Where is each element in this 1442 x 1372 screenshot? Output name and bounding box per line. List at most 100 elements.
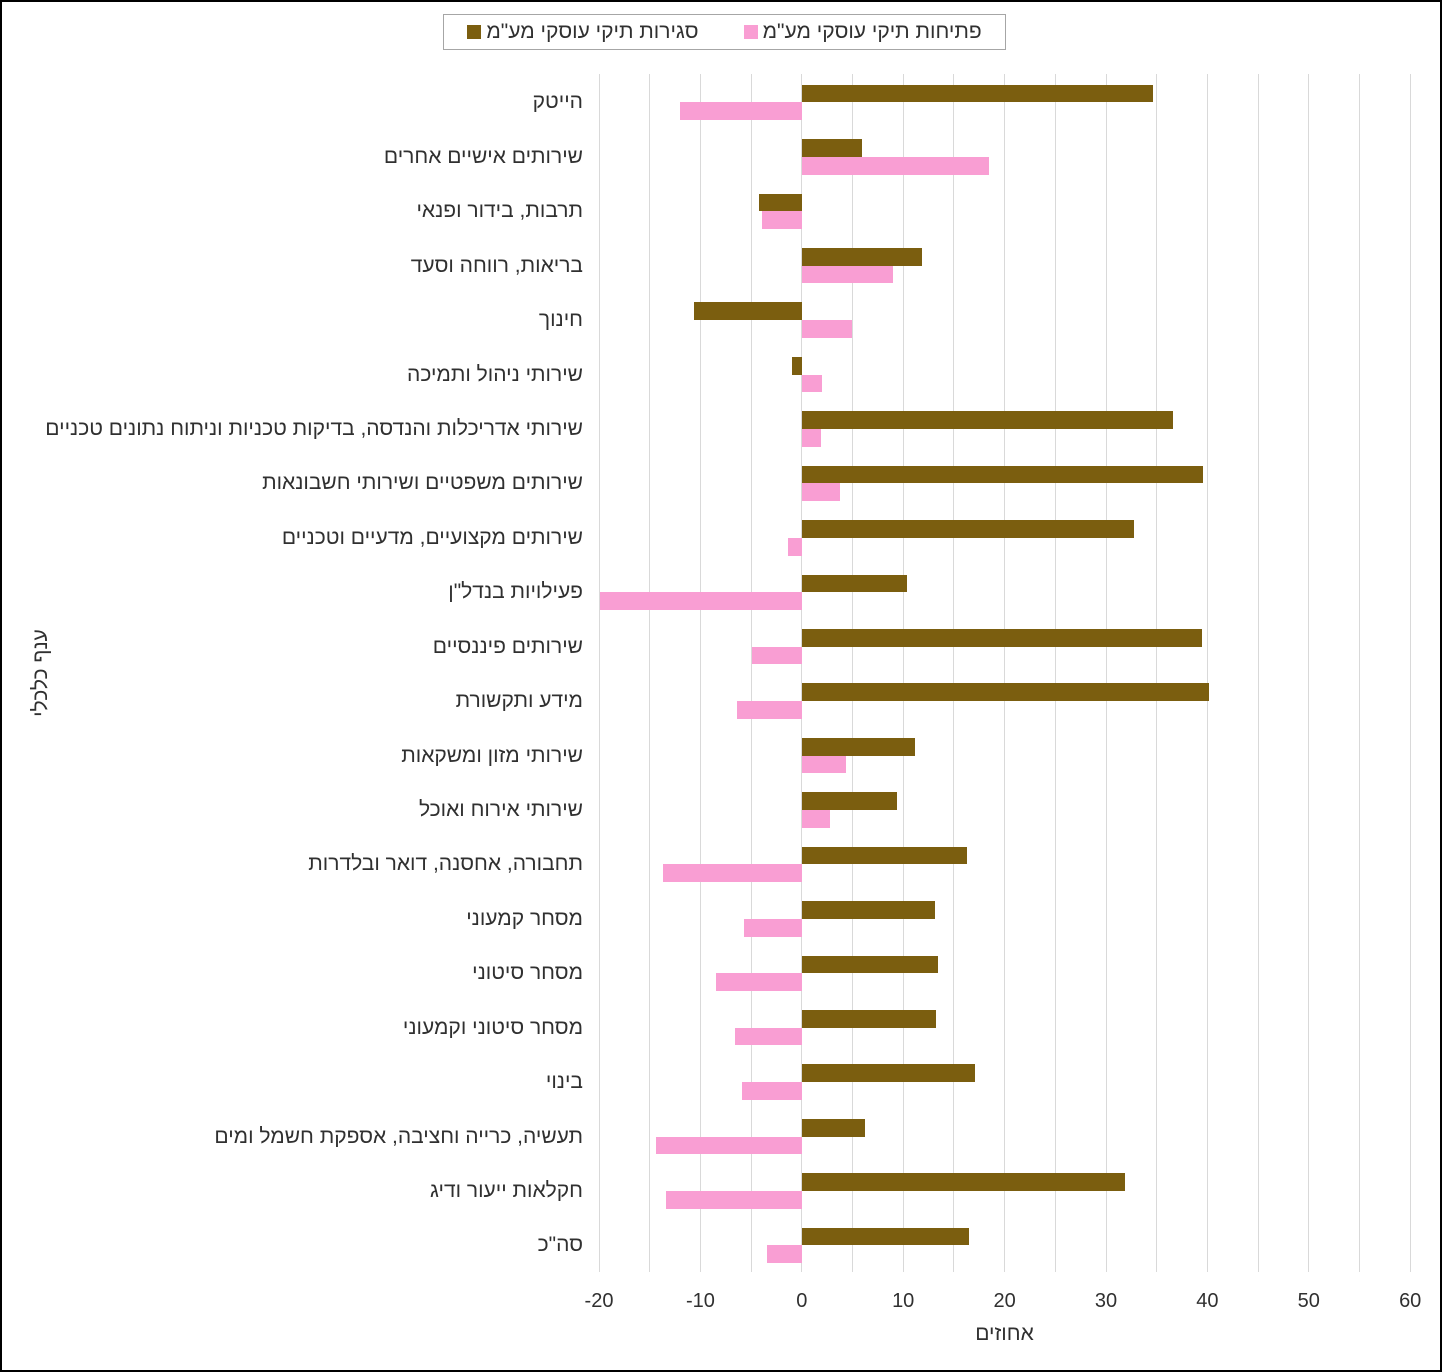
x-axis-title: אחוזים (975, 1322, 1034, 1345)
bar-closings (801, 1227, 970, 1246)
bar-openings (762, 211, 802, 229)
category-label: שירותי ניהול ותמיכה (407, 362, 583, 386)
bar-openings (801, 810, 831, 828)
category-label: שירותים מקצועיים, מדעיים וטכניים (281, 525, 583, 549)
x-tick-label: -20 (584, 1289, 614, 1312)
gridline (1206, 74, 1208, 1272)
legend-swatch-openings-icon (743, 25, 758, 39)
bar-openings (787, 537, 802, 556)
bar-openings (734, 1027, 802, 1046)
x-tick-label: 10 (892, 1289, 915, 1312)
gridline (1409, 74, 1411, 1272)
bar-closings (801, 1010, 936, 1028)
bar-closings (801, 901, 935, 919)
bar-openings (801, 156, 990, 175)
gridline (902, 74, 904, 1272)
legend-label-openings: פתיחות תיקי עוסקי מע"מ (762, 20, 982, 43)
gridline (1359, 74, 1360, 1272)
bar-closings (801, 1064, 976, 1083)
category-label: תרבות, בידור ופנאי (416, 199, 583, 223)
gridline (1004, 74, 1006, 1272)
bar-closings (801, 955, 938, 974)
category-label: תחבורה, אחסנה, דואר ובלדרות (308, 852, 583, 876)
category-label: סה"כ (537, 1233, 583, 1257)
x-tick-label: 30 (1094, 1289, 1118, 1312)
category-label: מידע ותקשורת (455, 689, 583, 713)
x-tick-label: 40 (1196, 1289, 1219, 1312)
bar-openings (752, 646, 802, 665)
category-label: שירותי מזון ומשקאות (401, 743, 583, 767)
gridline (1156, 74, 1158, 1272)
bar-closings (801, 629, 1203, 647)
category-label: חינוך (538, 308, 583, 332)
bar-closings (801, 1118, 865, 1137)
x-tick-label: 20 (993, 1289, 1016, 1312)
category-label: בינוי (545, 1070, 583, 1094)
bar-closings (801, 683, 1210, 702)
bar-openings (662, 864, 802, 883)
bar-closings (801, 792, 898, 811)
gridline (750, 74, 752, 1272)
bar-openings (600, 592, 802, 610)
legend-item-openings: פתיחות תיקי עוסקי מע"מ (743, 20, 982, 44)
category-label: שירותים אישיים אחרים (383, 144, 583, 168)
category-label: מסחר קמעוני (466, 906, 583, 930)
gridline (953, 74, 955, 1272)
gridline (598, 74, 600, 1272)
category-label: בריאות, רווחה וסעד (410, 253, 583, 277)
bar-openings (801, 374, 823, 393)
legend-label-closings: סגירות תיקי עוסקי מע"מ (486, 20, 699, 43)
bar-openings (801, 320, 853, 338)
category-label: שירותי אירוח ואוכל (418, 798, 583, 822)
gridline (1105, 74, 1107, 1272)
category-label: שירותים פיננסיים (432, 634, 583, 658)
bar-closings (791, 356, 802, 375)
bar-closings (801, 846, 968, 865)
bar-openings (767, 1245, 802, 1264)
bar-openings (741, 1082, 802, 1100)
bar-openings (715, 973, 802, 991)
category-label: מסחר סיטוני (472, 961, 583, 985)
x-tick-label: 0 (796, 1289, 808, 1312)
category-label: שירותים משפטיים ושירותי חשבונאות (262, 471, 583, 495)
x-tick-label: -10 (685, 1289, 715, 1312)
bar-openings (665, 1191, 802, 1209)
bar-closings (801, 84, 1153, 103)
bar-openings (801, 755, 847, 774)
bar-closings (801, 520, 1135, 538)
x-tick-label: 50 (1297, 1289, 1320, 1312)
legend: פתיחות תיקי עוסקי מע"מ סגירות תיקי עוסקי… (443, 14, 1006, 50)
bar-openings (736, 701, 802, 719)
bar-closings (801, 465, 1204, 484)
category-label: תעשיה, כרייה וחציבה, אספקת חשמל ומים (214, 1124, 583, 1148)
bar-openings (655, 1136, 802, 1155)
category-label: מסחר סיטוני וקמעוני (402, 1015, 583, 1039)
bar-closings (801, 574, 908, 593)
y-axis-title: ענף כלכלי (29, 629, 52, 717)
x-tick-label: 60 (1399, 1289, 1422, 1312)
gridline (801, 74, 803, 1272)
gridline (1257, 74, 1259, 1272)
legend-item-closings: סגירות תיקי עוסקי מע"מ (467, 20, 699, 44)
category-label: פעילויות בנדל"ן (448, 580, 583, 604)
bar-closings (801, 139, 862, 157)
gridline (1054, 74, 1056, 1272)
bar-closings (801, 248, 923, 266)
bar-closings (759, 193, 802, 212)
bar-openings (801, 429, 822, 447)
gridline (852, 74, 853, 1272)
gridline (649, 74, 651, 1272)
bar-openings (744, 918, 802, 937)
legend-swatch-closings-icon (467, 25, 482, 39)
bar-closings (801, 1173, 1126, 1192)
bar-openings (801, 483, 841, 502)
bar-openings (801, 265, 894, 284)
bar-closings (801, 411, 1173, 429)
bar-openings (680, 102, 802, 121)
category-label: הייטק (532, 90, 583, 114)
bar-closings (694, 302, 802, 321)
category-label: שירותי אדריכלות והנדסה, בדיקות טכניות ונ… (45, 417, 583, 440)
gridline (699, 74, 701, 1272)
bar-closings (801, 737, 916, 756)
